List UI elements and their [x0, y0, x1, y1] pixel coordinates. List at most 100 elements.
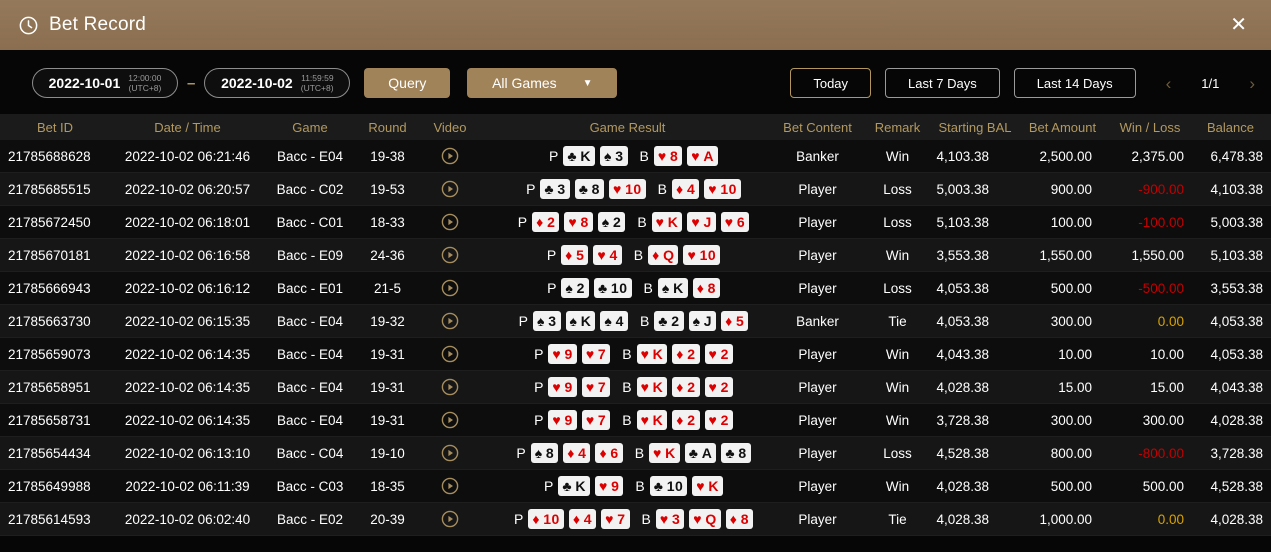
- column-header-bet-id: Bet ID: [36, 119, 74, 135]
- video-play-icon[interactable]: [441, 312, 459, 330]
- column-header-starting-bal: Starting BAL: [938, 119, 1012, 135]
- starting-bal: 5,003.38: [936, 181, 989, 197]
- playing-card: ♦ 4: [672, 179, 700, 199]
- playing-card: ♥ 10: [704, 179, 741, 199]
- bet-content: Player: [798, 379, 837, 395]
- date-to-value: 2022-10-02: [221, 75, 293, 91]
- playing-card: ♥ 10: [683, 245, 721, 265]
- win-loss: -100.00: [1138, 214, 1184, 230]
- video-play-icon[interactable]: [441, 345, 459, 363]
- next-page-icon[interactable]: ›: [1249, 73, 1255, 93]
- close-icon[interactable]: ✕: [1230, 14, 1247, 36]
- table-body: 21785688628 2022-10-02 06:21:46 Bacc - E…: [0, 140, 1271, 536]
- player-cards: ♠ 8 ♦ 4 ♦ 6: [526, 443, 623, 463]
- player-label: P: [546, 247, 557, 263]
- game: Bacc - E04: [276, 412, 344, 428]
- banker-label: B: [622, 379, 632, 395]
- bet-id: 21785685515: [8, 181, 91, 197]
- player-cards: ♣ 3 ♣ 8 ♥ 10: [535, 179, 646, 199]
- video-cell: [420, 206, 480, 238]
- video-play-icon[interactable]: [441, 180, 459, 198]
- bet-content: Player: [798, 280, 837, 296]
- playing-card: ♥ 8: [564, 212, 593, 232]
- page-indicator: 1/1: [1201, 75, 1220, 91]
- round: 21-5: [373, 280, 402, 296]
- playing-card: ♥ 9: [548, 410, 577, 430]
- game-result-cell: P ♦ 2 ♥ 8 ♠ 2 B ♥ K ♥ J ♥ 6: [480, 206, 775, 238]
- bet-id: 21785663730: [8, 313, 91, 329]
- playing-card: ♥ 9: [548, 377, 577, 397]
- remark: Win: [885, 412, 910, 428]
- column-header-round: Round: [368, 119, 407, 135]
- video-play-icon[interactable]: [441, 147, 459, 165]
- balance: 5,103.38: [1210, 247, 1263, 263]
- playing-card: ♥ 2: [704, 344, 733, 364]
- bet-amount: 800.00: [1050, 445, 1092, 461]
- bet-amount: 300.00: [1050, 412, 1092, 428]
- playing-card: ♥ 7: [581, 377, 611, 397]
- date-time: 2022-10-02 06:14:35: [124, 379, 251, 395]
- date-to-field[interactable]: 2022-10-02 11:59:59 (UTC+8): [204, 68, 351, 98]
- range-button-today[interactable]: Today: [790, 68, 872, 98]
- video-play-icon[interactable]: [441, 510, 459, 528]
- date-from-field[interactable]: 2022-10-01 12:00:00 (UTC+8): [32, 68, 178, 98]
- column-header-game-result: Game Result: [589, 119, 666, 135]
- game: Bacc - E02: [276, 511, 344, 527]
- prev-page-icon[interactable]: ‹: [1165, 73, 1172, 93]
- video-play-icon[interactable]: [441, 246, 459, 264]
- win-loss: 0.00: [1157, 511, 1184, 527]
- player-cards: ♥ 9 ♥ 7: [543, 377, 611, 397]
- game: Bacc - E04: [276, 313, 344, 329]
- video-play-icon[interactable]: [441, 279, 459, 297]
- player-label: P: [534, 379, 544, 395]
- video-play-icon[interactable]: [441, 477, 459, 495]
- player-label: P: [513, 511, 524, 527]
- table-row: 21785658731 2022-10-02 06:14:35 Bacc - E…: [0, 404, 1271, 437]
- date-time: 2022-10-02 06:14:35: [124, 412, 251, 428]
- pagination: ‹ 1/1 ›: [1166, 75, 1255, 92]
- table-header-row: Bet ID Date / Time Game Round Video Game…: [0, 114, 1271, 140]
- playing-card: ♠ K: [657, 278, 688, 298]
- balance: 5,003.38: [1210, 214, 1263, 230]
- bet-content: Banker: [796, 148, 839, 164]
- game-result-cell: P ♠ 2 ♣ 10 B ♠ K ♦ 8: [480, 272, 775, 304]
- table-row: 21785663730 2022-10-02 06:15:35 Bacc - E…: [0, 305, 1271, 338]
- bet-amount: 100.00: [1050, 214, 1092, 230]
- bet-id: 21785659073: [8, 346, 91, 362]
- playing-card: ♦ 5: [561, 245, 589, 265]
- playing-card: ♦ 4: [568, 509, 597, 529]
- playing-card: ♣ K: [558, 476, 590, 496]
- playing-card: ♠ 2: [597, 212, 626, 232]
- playing-card: ♠ J: [688, 311, 717, 331]
- column-header-bet-content: Bet Content: [783, 119, 852, 135]
- video-play-icon[interactable]: [441, 411, 459, 429]
- query-button[interactable]: Query: [364, 68, 451, 98]
- video-play-icon[interactable]: [441, 444, 459, 462]
- player-cards: ♦ 5 ♥ 4: [556, 245, 622, 265]
- game-result-cell: P ♦ 5 ♥ 4 B ♦ Q ♥ 10: [480, 239, 775, 271]
- quick-range-group: Today Last 7 Days Last 14 Days ‹ 1/1 ›: [776, 68, 1271, 98]
- range-button-last7[interactable]: Last 7 Days: [885, 68, 1000, 98]
- video-play-icon[interactable]: [441, 378, 459, 396]
- banker-cards: ♥ K ♦ 2 ♥ 2: [632, 410, 733, 430]
- date-to-time: 11:59:59 (UTC+8): [300, 72, 334, 93]
- round: 19-38: [370, 148, 405, 164]
- balance: 4,028.38: [1210, 412, 1263, 428]
- bet-id: 21785666943: [8, 280, 91, 296]
- banker-cards: ♥ K ♦ 2 ♥ 2: [632, 344, 733, 364]
- game-result-cell: P ♠ 8 ♦ 4 ♦ 6 B ♥ K ♣ A ♣ 8: [480, 437, 775, 469]
- win-loss: -900.00: [1138, 181, 1184, 197]
- round: 20-39: [370, 511, 405, 527]
- bet-amount: 1,550.00: [1039, 247, 1092, 263]
- dialog-title: Bet Record: [49, 14, 147, 35]
- range-button-last14[interactable]: Last 14 Days: [1013, 68, 1136, 98]
- win-loss: 1,550.00: [1131, 247, 1184, 263]
- bet-id: 21785614593: [8, 511, 91, 527]
- playing-card: ♥ 9: [548, 344, 577, 364]
- bet-id: 21785688628: [8, 148, 91, 164]
- balance: 6,478.38: [1210, 148, 1263, 164]
- video-play-icon[interactable]: [441, 213, 459, 231]
- games-dropdown[interactable]: All Games ▼: [467, 68, 618, 98]
- player-label: P: [534, 346, 544, 362]
- video-cell: [420, 470, 480, 502]
